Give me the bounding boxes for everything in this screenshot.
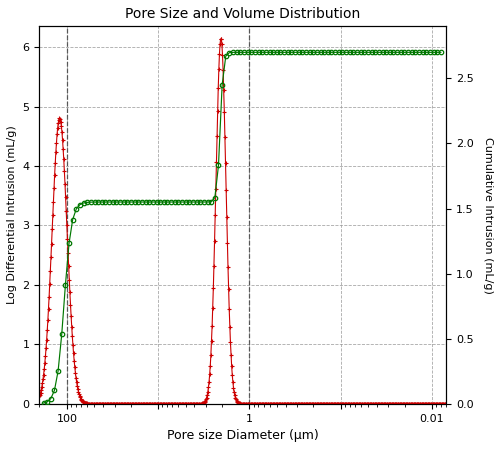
Title: Pore Size and Volume Distribution: Pore Size and Volume Distribution [125,7,360,21]
Y-axis label: Log Differential Intrusion (mL/g): Log Differential Intrusion (mL/g) [7,126,17,304]
X-axis label: Pore size Diameter (μm): Pore size Diameter (μm) [167,429,318,442]
Y-axis label: Cumulative Intrusion (mL/g): Cumulative Intrusion (mL/g) [483,136,493,294]
